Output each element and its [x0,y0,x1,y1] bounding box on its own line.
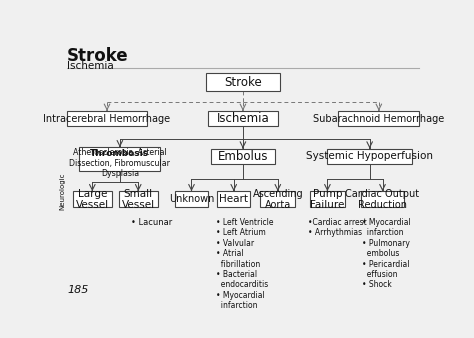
Text: Large
Vessel: Large Vessel [76,189,109,210]
Text: Subarachnoid Hemorrhage: Subarachnoid Hemorrhage [313,114,445,124]
Text: Ischemia: Ischemia [66,62,113,71]
Text: Cardiac Output
Reduction: Cardiac Output Reduction [346,189,419,210]
FancyBboxPatch shape [217,191,250,208]
Text: 185: 185 [67,285,89,295]
FancyBboxPatch shape [208,111,278,126]
Text: • Left Ventricle
• Left Atrium
• Valvular
• Atrial
  fibrillation
• Bacterial
  : • Left Ventricle • Left Atrium • Valvula… [216,218,273,310]
Text: Atherosclerosis, Arterial
Dissection, Fibromuscular
Dysplasia: Atherosclerosis, Arterial Dissection, Fi… [69,148,170,178]
FancyBboxPatch shape [361,191,404,208]
Text: Stroke: Stroke [224,76,262,89]
FancyBboxPatch shape [119,191,157,208]
FancyBboxPatch shape [73,191,111,208]
FancyBboxPatch shape [175,191,208,208]
FancyBboxPatch shape [328,149,412,164]
FancyBboxPatch shape [338,111,419,126]
Text: Neurologic: Neurologic [59,173,65,210]
Text: Stroke: Stroke [66,47,128,65]
Text: Intracerebral Hemorrhage: Intracerebral Hemorrhage [44,114,171,124]
Text: Systemic Hypoperfusion: Systemic Hypoperfusion [306,151,433,161]
Text: Small
Vessel: Small Vessel [122,189,155,210]
FancyBboxPatch shape [211,149,275,164]
Text: Thrombosis: Thrombosis [91,149,149,158]
Text: • Myocardial
  infarction
• Pulmonary
  embolus
• Pericardial
  effusion
• Shock: • Myocardial infarction • Pulmonary embo… [362,218,410,289]
FancyBboxPatch shape [80,147,160,171]
FancyBboxPatch shape [66,111,147,126]
Text: Ascending
Aorta: Ascending Aorta [253,189,303,210]
Text: Ischemia: Ischemia [217,112,269,125]
FancyBboxPatch shape [310,191,345,208]
Text: Unknown: Unknown [169,194,214,204]
FancyBboxPatch shape [206,73,280,91]
Text: • Lacunar: • Lacunar [131,218,172,227]
Text: Heart: Heart [219,194,248,204]
Text: Pump
Failure: Pump Failure [310,189,345,210]
FancyBboxPatch shape [260,191,295,208]
Text: •Cardiac arrest
• Arrhythmias: •Cardiac arrest • Arrhythmias [308,218,367,238]
Text: Embolus: Embolus [218,150,268,163]
